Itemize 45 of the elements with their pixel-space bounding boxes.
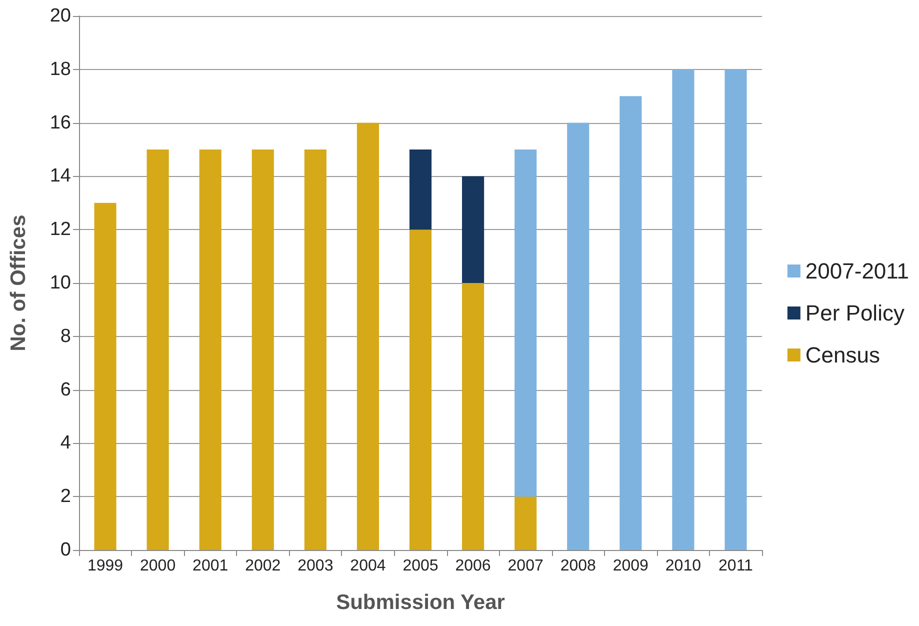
y-tick-label: 4 (60, 432, 72, 454)
x-tick-label: 2004 (350, 558, 386, 574)
bar (724, 69, 747, 550)
x-tick-label: 2007 (508, 558, 544, 574)
bar (462, 283, 484, 550)
bar (409, 150, 432, 230)
x-tick-label: 2006 (455, 558, 491, 574)
x-tick-label: 2005 (402, 558, 438, 574)
x-tick-label: 2003 (298, 558, 334, 574)
legend-label: Census (805, 342, 880, 368)
y-tick-label: 18 (50, 58, 71, 80)
y-tick-label: 14 (50, 166, 72, 187)
bar (672, 69, 694, 550)
x-tick-label: 2009 (612, 558, 649, 574)
x-tick-label: 2000 (140, 558, 176, 574)
y-tick-label: 12 (50, 219, 71, 240)
x-tick-label: 2011 (718, 558, 754, 574)
y-tick-label: 8 (60, 326, 71, 347)
x-tick-label: 1999 (87, 558, 124, 574)
bar (567, 122, 590, 550)
bar (514, 150, 537, 497)
y-tick-label: 2 (60, 486, 71, 508)
bar (462, 176, 484, 283)
bar (514, 496, 537, 550)
bar (199, 150, 222, 550)
y-tick-label: 10 (50, 272, 71, 294)
x-tick-label: 2010 (665, 558, 702, 574)
x-tick-label: 2008 (560, 558, 596, 574)
x-tick-label: 2001 (192, 558, 228, 574)
y-axis-title: No. of Offices (7, 214, 30, 352)
x-axis-title: Submission Year (336, 591, 505, 614)
y-tick-label: 6 (60, 379, 71, 400)
x-tick-label: 2002 (245, 558, 281, 574)
bar (304, 150, 326, 550)
bar (94, 202, 116, 550)
bar (409, 230, 432, 550)
bar (252, 150, 274, 550)
bar (146, 150, 169, 550)
legend-label: Per Policy (805, 300, 904, 326)
y-tick-label: 20 (50, 6, 71, 26)
bar (620, 96, 642, 550)
bar (356, 122, 379, 550)
y-tick-label: 0 (60, 540, 71, 560)
legend-label: 2007-2011 (805, 258, 909, 284)
y-tick-label: 16 (50, 112, 71, 134)
